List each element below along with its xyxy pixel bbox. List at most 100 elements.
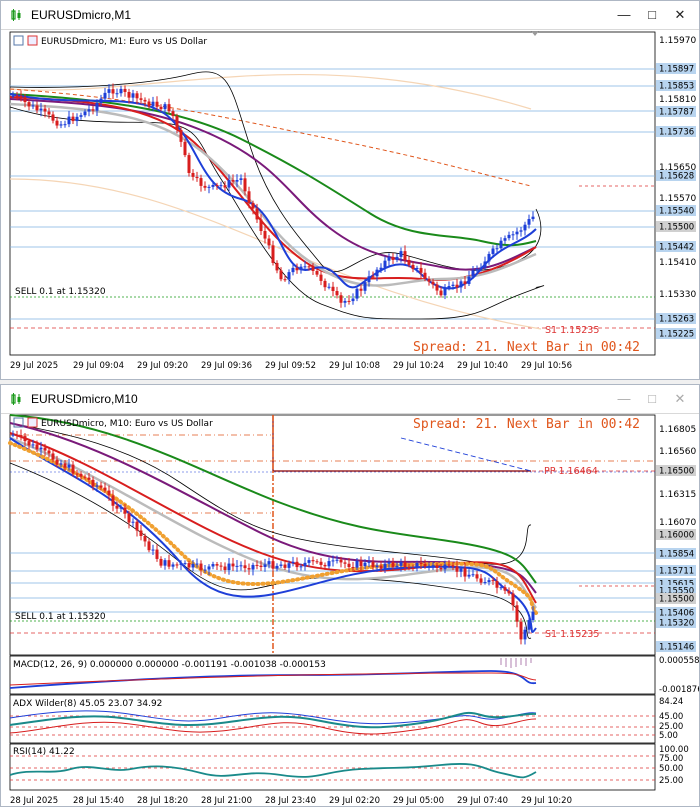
shift-marker-icon[interactable]	[531, 31, 539, 36]
candle-body	[339, 295, 343, 303]
chart-menu-icon[interactable]	[13, 417, 24, 428]
candle-body	[11, 95, 15, 97]
candle-body	[319, 561, 323, 565]
candle-body	[391, 256, 395, 260]
candle-body	[455, 284, 459, 288]
chart-window-m10[interactable]: EURUSDmicro,M10 — □ ✕	[0, 384, 700, 807]
svg-text:29 Jul 09:20: 29 Jul 09:20	[137, 361, 188, 371]
candle-body	[247, 191, 251, 203]
time-axis-m10: 28 Jul 2025 28 Jul 15:40 28 Jul 18:20 28…	[10, 796, 572, 806]
close-button[interactable]: ✕	[674, 391, 686, 406]
candle-body	[83, 111, 87, 116]
minimize-button[interactable]: —	[617, 7, 631, 22]
candle-body	[103, 487, 107, 491]
candle-body	[515, 231, 519, 235]
price-tick: 1.16315	[659, 490, 696, 500]
chart-type-icon[interactable]	[27, 417, 38, 428]
window-titlebar-m1[interactable]: EURUSDmicro,M1 — □ ✕	[1, 1, 699, 30]
candle-body	[143, 535, 147, 542]
candle-body	[439, 567, 443, 570]
candle-body	[299, 266, 303, 271]
candle-body	[499, 240, 503, 249]
candle-body	[55, 120, 59, 126]
candle-body	[403, 251, 407, 261]
chart-canvas-m1[interactable]: 1.15897 1.15853 1.15787 1.15736 1.15628 …	[1, 29, 699, 379]
candle-body	[243, 178, 247, 192]
candle-body	[275, 565, 279, 569]
candle-body	[95, 485, 99, 487]
candle-body	[519, 621, 523, 640]
chart-menu-icon[interactable]	[13, 35, 24, 46]
candle-body	[375, 565, 379, 568]
candle-body	[279, 270, 283, 280]
candle-body	[499, 587, 503, 589]
chart-window-m1[interactable]: EURUSDmicro,M1 — □ ✕	[0, 0, 700, 380]
chart-type-icon[interactable]	[27, 35, 38, 46]
candle-body	[179, 129, 183, 142]
candle-body	[99, 98, 103, 103]
candle-body	[223, 566, 227, 571]
candle-body	[31, 105, 35, 107]
candle-body	[491, 248, 495, 254]
maximize-button[interactable]: □	[648, 391, 656, 406]
candle-body	[347, 563, 351, 568]
s1-label: S1 1.15235	[545, 325, 599, 336]
candle-body	[343, 562, 347, 564]
candle-body	[163, 104, 167, 110]
badge-8: 1.15406	[659, 609, 694, 619]
candle-body	[527, 620, 531, 630]
candle-body	[523, 224, 527, 231]
candle-body	[151, 549, 155, 551]
candle-body	[315, 271, 319, 275]
candle-body	[251, 202, 255, 209]
candle-body	[23, 436, 27, 442]
candle-body	[467, 276, 471, 284]
chart-area-m10[interactable]: 1.16500 1.16000 1.15854 1.15711 1.15615 …	[1, 413, 699, 806]
candle-body	[223, 185, 227, 188]
candle-body	[187, 563, 191, 568]
maximize-button[interactable]: □	[648, 7, 656, 22]
minimize-button[interactable]: —	[617, 391, 631, 406]
candle-body	[327, 286, 331, 288]
candle-body	[39, 108, 43, 111]
candle-body	[295, 267, 299, 271]
candle-body	[255, 564, 259, 566]
candle-body	[183, 141, 187, 156]
candle-body	[387, 256, 391, 261]
candle-body	[399, 562, 403, 566]
svg-text:29 Jul 10:20: 29 Jul 10:20	[521, 796, 572, 806]
candle-body	[435, 284, 439, 291]
candle-body	[63, 124, 67, 126]
candle-body	[443, 564, 447, 570]
price-axis-m10: 1.16805 1.16560 1.16315 1.16070	[659, 425, 696, 528]
close-button[interactable]: ✕	[674, 7, 686, 22]
candle-body	[159, 558, 163, 566]
chart-canvas-m10[interactable]: 1.16500 1.16000 1.15854 1.15711 1.15615 …	[1, 413, 699, 806]
badge-6: 1.15550	[659, 587, 694, 597]
candle-body	[183, 563, 187, 565]
candle-body	[359, 560, 363, 567]
candle-body	[343, 300, 347, 303]
candle-body	[455, 566, 459, 572]
svg-text:28 Jul 15:40: 28 Jul 15:40	[73, 796, 124, 806]
candle-body	[67, 464, 71, 468]
chart-header: EURUSDmicro, M1: Euro vs US Dollar	[41, 37, 207, 47]
candle-body	[195, 176, 199, 179]
window-titlebar-m10[interactable]: EURUSDmicro,M10 — □ ✕	[1, 385, 699, 414]
badge-4: 1.15736	[659, 128, 694, 138]
time-axis-m1: 29 Jul 2025 29 Jul 09:04 29 Jul 09:20 29…	[10, 361, 572, 371]
candle-body	[419, 267, 423, 273]
candle-body	[495, 248, 499, 250]
candle-body	[511, 234, 515, 236]
candle-body	[119, 88, 123, 94]
candle-body	[87, 109, 91, 112]
sell-order-label: SELL 0.1 at 1.15320	[15, 287, 106, 297]
price-tick: 1.15650	[659, 163, 696, 173]
candle-body	[71, 464, 75, 474]
candle-body	[347, 300, 351, 302]
candle-body	[463, 568, 467, 577]
candle-body	[35, 105, 39, 111]
candle-body	[487, 580, 491, 583]
candle-body	[79, 473, 83, 477]
chart-area-m1[interactable]: 1.15897 1.15853 1.15787 1.15736 1.15628 …	[1, 29, 699, 379]
